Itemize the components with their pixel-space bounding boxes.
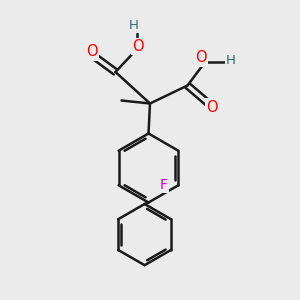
Text: H: H	[226, 53, 236, 67]
Text: O: O	[132, 39, 144, 54]
Text: O: O	[206, 100, 218, 115]
Text: O: O	[195, 50, 207, 65]
Text: H: H	[129, 19, 139, 32]
Text: F: F	[160, 178, 168, 192]
Text: O: O	[87, 44, 98, 59]
